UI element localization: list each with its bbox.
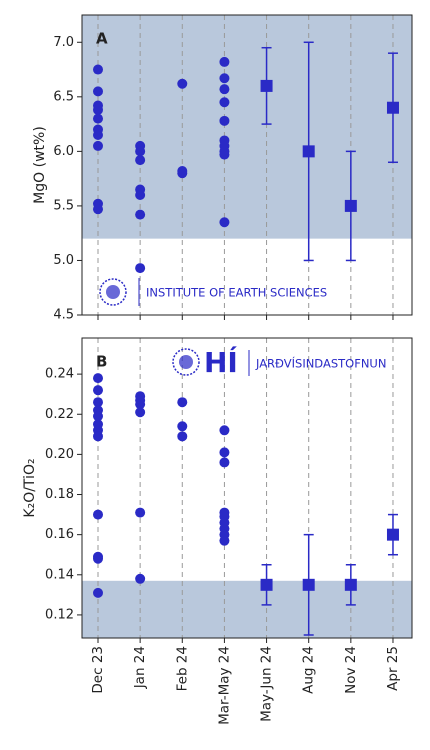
sample-point [93, 397, 103, 408]
sample-point [93, 86, 103, 97]
estimate-point [260, 79, 273, 92]
x-tick-label: Aug 24 [301, 646, 317, 694]
logo-icon-face [179, 355, 193, 369]
y-tick-label: 0.18 [45, 487, 74, 502]
y-tick-label: 0.14 [45, 567, 74, 582]
sample-point [219, 149, 230, 160]
y-tick-label: 6.0 [53, 144, 74, 159]
sample-point [135, 190, 146, 200]
panel-label: B [96, 353, 107, 371]
shaded-region [82, 15, 412, 239]
y-tick-label: 7.0 [53, 35, 74, 50]
sample-point [135, 209, 146, 220]
estimate-point [344, 578, 357, 591]
sample-point [177, 397, 188, 408]
logo-icon [172, 348, 200, 376]
plot-frame [81, 337, 413, 639]
sample-point [93, 113, 103, 124]
sample-point [93, 385, 103, 396]
estimate-point [302, 578, 315, 591]
x-tick-label: May-Jun 24 [259, 646, 275, 722]
estimate-point [344, 199, 357, 212]
sample-point [219, 535, 230, 546]
shaded-region [82, 580, 412, 638]
sample-point [93, 104, 103, 115]
sample-point [219, 457, 230, 468]
sample-point [219, 447, 230, 458]
estimate-point [260, 578, 273, 591]
y-tick-label: 6.5 [53, 89, 74, 104]
y-tick-label: 0.12 [45, 607, 74, 622]
sample-point [177, 168, 188, 179]
sample-point [93, 130, 103, 140]
estimate-point [386, 528, 399, 541]
sample-point [177, 78, 188, 89]
y-tick-label: 4.5 [53, 308, 74, 323]
sample-point [93, 509, 103, 520]
x-tick-label: Nov 24 [343, 646, 359, 694]
sample-point [219, 425, 230, 436]
sample-point [177, 431, 188, 442]
sample-point [93, 431, 103, 442]
logo-icon [99, 278, 127, 306]
logo-icon-face [106, 285, 120, 299]
x-tick-label: Feb 24 [174, 646, 190, 691]
y-tick-label: 0.20 [45, 447, 74, 462]
x-tick-label: Apr 25 [385, 646, 401, 691]
sample-point [135, 263, 146, 274]
y-tick-label: 5.0 [53, 253, 74, 268]
y-axis-label: MgO (wt%) [32, 126, 48, 204]
sample-point [93, 204, 103, 215]
y-tick-label: 5.5 [53, 198, 74, 213]
estimate-point [386, 101, 399, 114]
y-tick-label: 0.24 [45, 367, 74, 382]
sample-point [219, 56, 230, 67]
plot [82, 338, 412, 638]
sample-point [219, 97, 230, 108]
sample-point [135, 573, 146, 584]
sample-point [135, 407, 146, 418]
plot-frame [81, 14, 413, 316]
estimate-point [302, 145, 315, 158]
y-tick-label: 0.22 [45, 407, 74, 422]
sample-point [135, 399, 146, 410]
y-tick-label: 0.16 [45, 527, 74, 542]
panel-label: A [96, 30, 108, 48]
x-tick-label: Dec 23 [90, 646, 106, 694]
sample-point [93, 373, 103, 384]
logo-text: JARÐVÍSINDASTOFNUN [255, 356, 386, 371]
sample-point [135, 507, 146, 518]
sample-point [93, 411, 103, 422]
sample-point [93, 64, 103, 75]
y-axis-label: K₂O/TiO₂ [22, 458, 38, 517]
x-tick-label: Jan 24 [132, 646, 148, 689]
sample-point [219, 115, 230, 126]
x-tick-label: Mar-May 24 [216, 646, 232, 725]
sample-point [219, 73, 230, 84]
sample-point [93, 587, 103, 598]
sample-point [219, 217, 230, 228]
logo-text: INSTITUTE OF EARTH SCIENCES [146, 286, 327, 300]
sample-point [93, 140, 103, 151]
sample-point [135, 146, 146, 157]
sample-point [135, 155, 146, 166]
sample-point [177, 421, 188, 432]
sample-point [219, 84, 230, 95]
logo-mark: HÍ [204, 345, 238, 379]
sample-point [93, 553, 103, 564]
plot [82, 15, 412, 315]
